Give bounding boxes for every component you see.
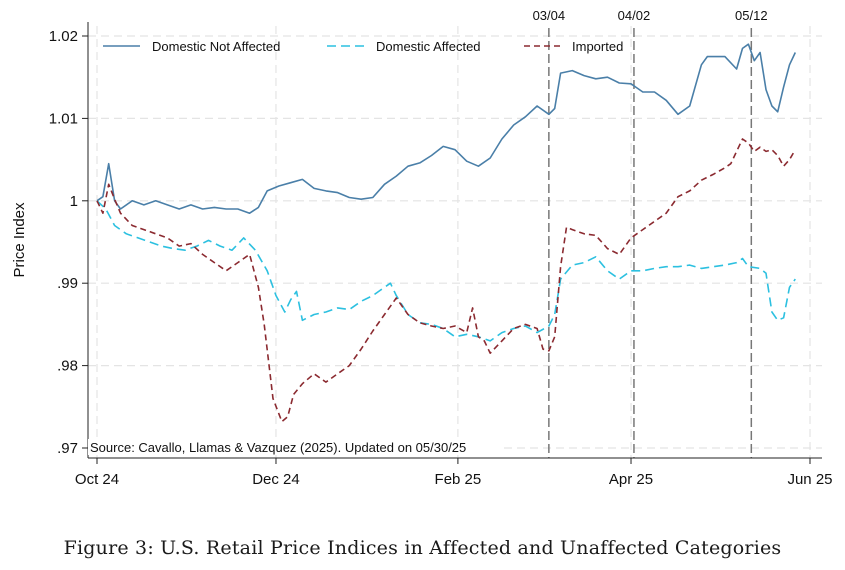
- figure-caption: Figure 3: U.S. Retail Price Indices in A…: [63, 537, 782, 559]
- grid-layer: [88, 26, 822, 458]
- x-tick-label-4: Jun 25: [787, 471, 832, 488]
- y-tick-label-4: 1.01: [49, 110, 78, 127]
- legend-label-imported: Imported: [572, 39, 623, 54]
- y-tick-label-5: 1.02: [49, 28, 78, 45]
- y-tick-label-1: .98: [57, 358, 78, 375]
- series-domestic-affected: [96, 200, 796, 342]
- x-tick-label-1: Dec 24: [252, 471, 300, 488]
- x-tick-label-0: Oct 24: [75, 471, 119, 488]
- source-note: Source: Cavallo, Llamas & Vazquez (2025)…: [90, 440, 466, 455]
- y-tick-label-2: .99: [57, 275, 78, 292]
- series-domestic-not-affected: [96, 43, 797, 214]
- y-tick-label-3: 1: [70, 193, 78, 210]
- event-label-2: 05/12: [735, 8, 768, 23]
- axis-layer: .97 .98 .99 1 1.01 1.02 Oct 24 Dec 24 Feb 25 Apr …: [49, 22, 833, 488]
- series-layer: [96, 43, 797, 423]
- event-label-0: 03/04: [533, 8, 566, 23]
- x-tick-label-3: Apr 25: [609, 471, 653, 488]
- source-note-background: [88, 439, 500, 455]
- event-lines-layer: 03/04 04/02 05/12: [533, 8, 768, 458]
- y-axis-label: Price Index: [11, 202, 28, 278]
- event-label-1: 04/02: [618, 8, 651, 23]
- legend-label-domestic-not-affected: Domestic Not Affected: [152, 39, 280, 54]
- series-imported: [96, 138, 796, 423]
- legend: Domestic Not Affected Domestic Affected …: [103, 39, 623, 54]
- y-tick-label-0: .97: [57, 440, 78, 457]
- x-tick-label-2: Feb 25: [435, 471, 482, 488]
- legend-label-domestic-affected: Domestic Affected: [376, 39, 481, 54]
